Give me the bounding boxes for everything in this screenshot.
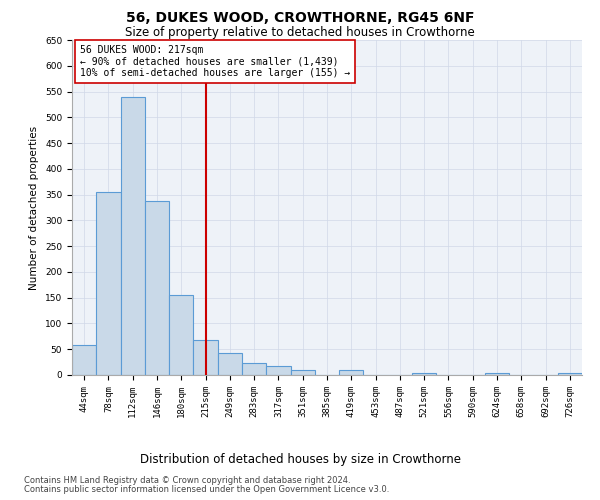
Bar xyxy=(121,96,145,375)
Bar xyxy=(266,366,290,375)
Bar xyxy=(339,370,364,375)
Bar xyxy=(242,363,266,375)
Bar xyxy=(485,373,509,375)
Bar xyxy=(96,192,121,375)
Bar xyxy=(72,345,96,375)
Bar xyxy=(290,370,315,375)
Bar xyxy=(412,373,436,375)
Bar xyxy=(558,373,582,375)
Bar xyxy=(145,201,169,375)
Text: Distribution of detached houses by size in Crowthorne: Distribution of detached houses by size … xyxy=(139,452,461,466)
Bar xyxy=(193,340,218,375)
Bar xyxy=(218,354,242,375)
Text: Size of property relative to detached houses in Crowthorne: Size of property relative to detached ho… xyxy=(125,26,475,39)
Text: Contains public sector information licensed under the Open Government Licence v3: Contains public sector information licen… xyxy=(24,484,389,494)
Y-axis label: Number of detached properties: Number of detached properties xyxy=(29,126,40,290)
Text: 56, DUKES WOOD, CROWTHORNE, RG45 6NF: 56, DUKES WOOD, CROWTHORNE, RG45 6NF xyxy=(126,11,474,25)
Text: Contains HM Land Registry data © Crown copyright and database right 2024.: Contains HM Land Registry data © Crown c… xyxy=(24,476,350,485)
Bar xyxy=(169,295,193,375)
Text: 56 DUKES WOOD: 217sqm
← 90% of detached houses are smaller (1,439)
10% of semi-d: 56 DUKES WOOD: 217sqm ← 90% of detached … xyxy=(80,45,350,78)
